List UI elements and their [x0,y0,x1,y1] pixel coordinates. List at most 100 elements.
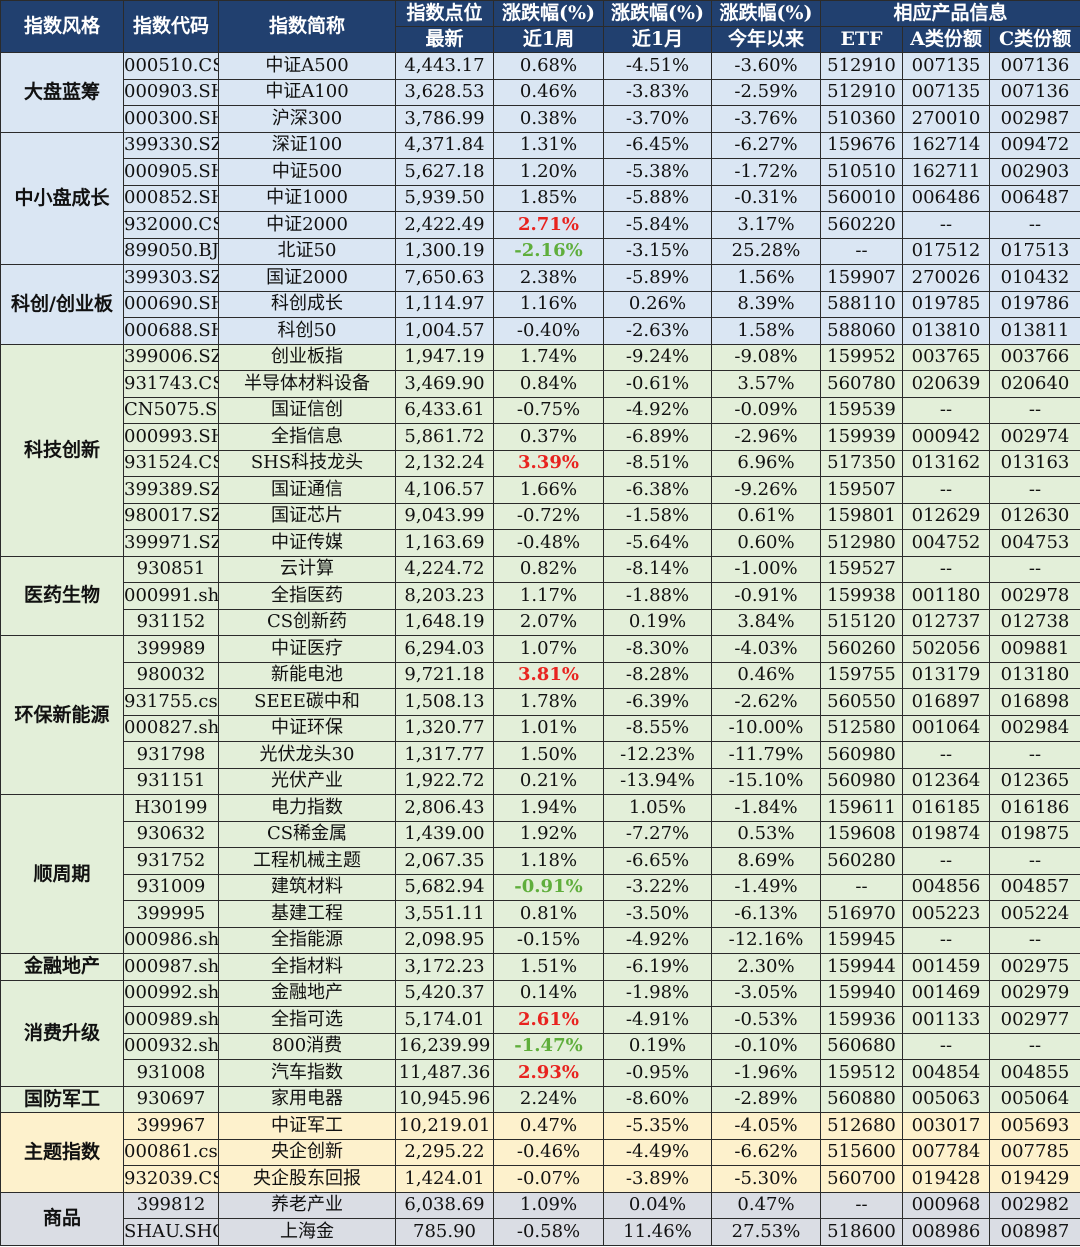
index-name: CS创新药 [218,608,396,636]
change-week: 2.07% [493,608,604,636]
c-share-code: 020640 [988,370,1080,398]
change-week: -1.47% [493,1032,604,1060]
index-code: 000993.SH [123,423,219,451]
index-point: 1,508.13 [395,688,494,716]
change-week: 1.50% [493,741,604,769]
etf-code: 512910 [820,78,903,106]
c-share-code: 010432 [988,264,1080,292]
change-ytd: -9.08% [711,343,821,371]
index-name: 央企股东回报 [218,1165,396,1193]
change-ytd: 3.17% [711,211,821,239]
change-week: 1.17% [493,582,604,610]
change-ytd: -1.84% [711,794,821,822]
c-share-code: 016898 [988,688,1080,716]
change-month: -5.38% [603,158,712,186]
c-share-code: -- [988,555,1080,583]
a-share-code: 001064 [902,714,990,742]
a-share-code: 012364 [902,767,990,795]
table-row: 000861.csi 央企创新 2,295.22 -0.46% -4.49% -6.62%… [0,1138,1080,1166]
change-month: -3.70% [603,105,712,133]
change-month: -1.58% [603,502,712,530]
index-name: SHS科技龙头 [218,449,396,477]
change-week: 1.66% [493,476,604,504]
change-month: 0.19% [603,608,712,636]
c-share-code: 002974 [988,423,1080,451]
index-name: 云计算 [218,555,396,583]
change-month: -4.92% [603,926,712,954]
table-row: 000932.sh 800消费 16,239.99 -1.47% 0.19% -0.10%… [0,1032,1080,1060]
index-code: 399812 [123,1191,219,1219]
group-label: 消费升级 [0,979,124,1087]
index-code: 000688.SH [123,317,219,345]
c-share-code: -- [988,1032,1080,1060]
index-name: 建筑材料 [218,873,396,901]
change-month: 0.04% [603,1191,712,1219]
table-row: 000688.SH 科创50 1,004.57 -0.40% -2.63% 1.58% 58… [0,317,1080,345]
table-row: 980017.SZ 国证芯片 9,043.99 -0.72% -1.58% 0.61% 15… [0,502,1080,530]
a-share-code: 270026 [902,264,990,292]
index-name: 科创50 [218,317,396,345]
a-share-code: 004854 [902,1059,990,1087]
change-ytd: -2.62% [711,688,821,716]
index-name: 上海金 [218,1218,396,1246]
change-ytd: 6.96% [711,449,821,477]
change-week: 0.46% [493,78,604,106]
table-row: 消费升级 000992.sh 金融地产 5,420.37 0.14% -1.98% -3.0… [0,979,1080,1087]
change-week: 0.21% [493,767,604,795]
change-week: 1.74% [493,343,604,371]
table-row: CN5075.SZ国证信创6,433.61-0.75%-4.92%-0.09%1… [0,396,1080,424]
change-week: 1.51% [493,953,604,981]
change-month: -0.61% [603,370,712,398]
etf-code: 159952 [820,343,903,371]
index-name: 沪深300 [218,105,396,133]
table-row: 932000.CSI中证20002,422.492.71%-5.84%3.17%… [0,211,1080,239]
index-code: 399303.SZ [123,264,219,292]
change-month: -6.38% [603,476,712,504]
index-name: 半导体材料设备 [218,370,396,398]
index-name: 中证环保 [218,714,396,742]
c-share-code: 004855 [988,1059,1080,1087]
etf-code: 159512 [820,1059,903,1087]
index-code: 000987.sh [123,953,219,981]
etf-code: 516970 [820,900,903,928]
a-share-code: 005063 [902,1085,990,1113]
index-name: 家用电器 [218,1085,396,1113]
c-share-code: 017513 [988,237,1080,265]
index-name: 金融地产 [218,979,396,1007]
table-row: 中小盘成长 399330.SZ 深证100 4,371.84 1.31% -6.45% -6… [0,131,1080,265]
change-ytd: -1.49% [711,873,821,901]
change-ytd: -1.96% [711,1059,821,1087]
etf-code: 518600 [820,1218,903,1246]
change-week: -0.40% [493,317,604,345]
index-name: 央企创新 [218,1138,396,1166]
change-ytd: -2.59% [711,78,821,106]
a-share-code: 003765 [902,343,990,371]
index-name: 科创成长 [218,290,396,318]
change-week: -0.46% [493,1138,604,1166]
header-product-info: 相应产品信息 [819,0,1080,27]
etf-code: -- [820,873,903,901]
index-point: 5,174.01 [395,1006,494,1034]
index-point: 1,114.97 [395,290,494,318]
a-share-code: 001133 [902,1006,990,1034]
change-week: 0.82% [493,555,604,583]
change-ytd: -15.10% [711,767,821,795]
index-name: 光伏龙头30 [218,741,396,769]
change-week: 2.71% [493,211,604,239]
change-month: -5.64% [603,529,712,557]
index-code: 930697 [123,1085,219,1113]
index-point: 2,806.43 [395,794,494,822]
index-name: 深证100 [218,131,396,159]
c-share-code: 013163 [988,449,1080,477]
change-month: -6.45% [603,131,712,159]
change-week: 0.81% [493,900,604,928]
index-point: 2,422.49 [395,211,494,239]
index-point: 4,443.17 [395,52,494,80]
index-name: 中证A100 [218,78,396,106]
c-share-code: 005064 [988,1085,1080,1113]
change-month: -3.89% [603,1165,712,1193]
table-row: 000993.SH 全指信息 5,861.72 0.37% -6.89% -2.96% 15… [0,423,1080,451]
change-week: 1.16% [493,290,604,318]
change-month: -3.15% [603,237,712,265]
index-code: 931008 [123,1059,219,1087]
